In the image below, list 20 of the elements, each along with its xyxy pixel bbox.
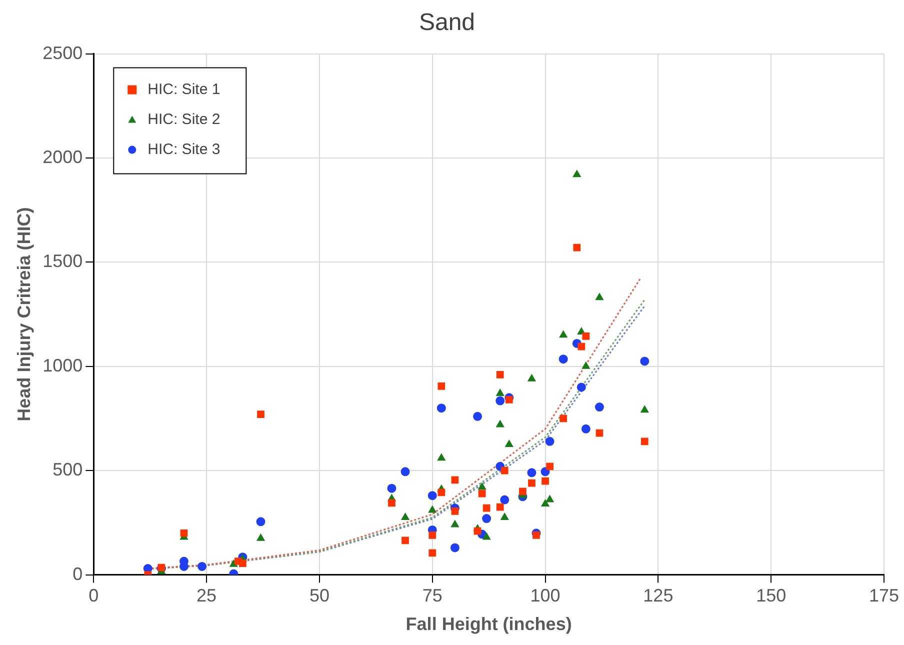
y-tick-label: 0 (72, 564, 83, 584)
y-tick-label: 2500 (42, 42, 83, 63)
legend-label: HIC: Site 3 (148, 140, 220, 158)
x-tick-label: 0 (88, 586, 99, 606)
x-tick-label: 50 (309, 586, 330, 606)
y-tick-label: 2000 (42, 146, 83, 167)
x-tick-label: 175 (868, 586, 900, 606)
legend-label: HIC: Site 1 (148, 80, 220, 98)
chart-title: Sand (418, 9, 476, 36)
y-tick-label: 1000 (42, 355, 83, 376)
legend-label: HIC: Site 2 (148, 110, 220, 128)
x-tick-label: 150 (756, 586, 786, 606)
x-tick-label: 25 (196, 586, 217, 606)
y-tick-label: 1500 (42, 251, 83, 272)
x-tick-label: 75 (422, 586, 442, 606)
x-axis-title: Fall Height (inches) (406, 614, 572, 634)
y-tick-label: 500 (52, 460, 83, 480)
y-axis-title: Head Injury Critreia (HIC) (14, 207, 34, 422)
x-tick-label: 100 (530, 586, 560, 606)
x-tick-label: 125 (643, 586, 674, 606)
